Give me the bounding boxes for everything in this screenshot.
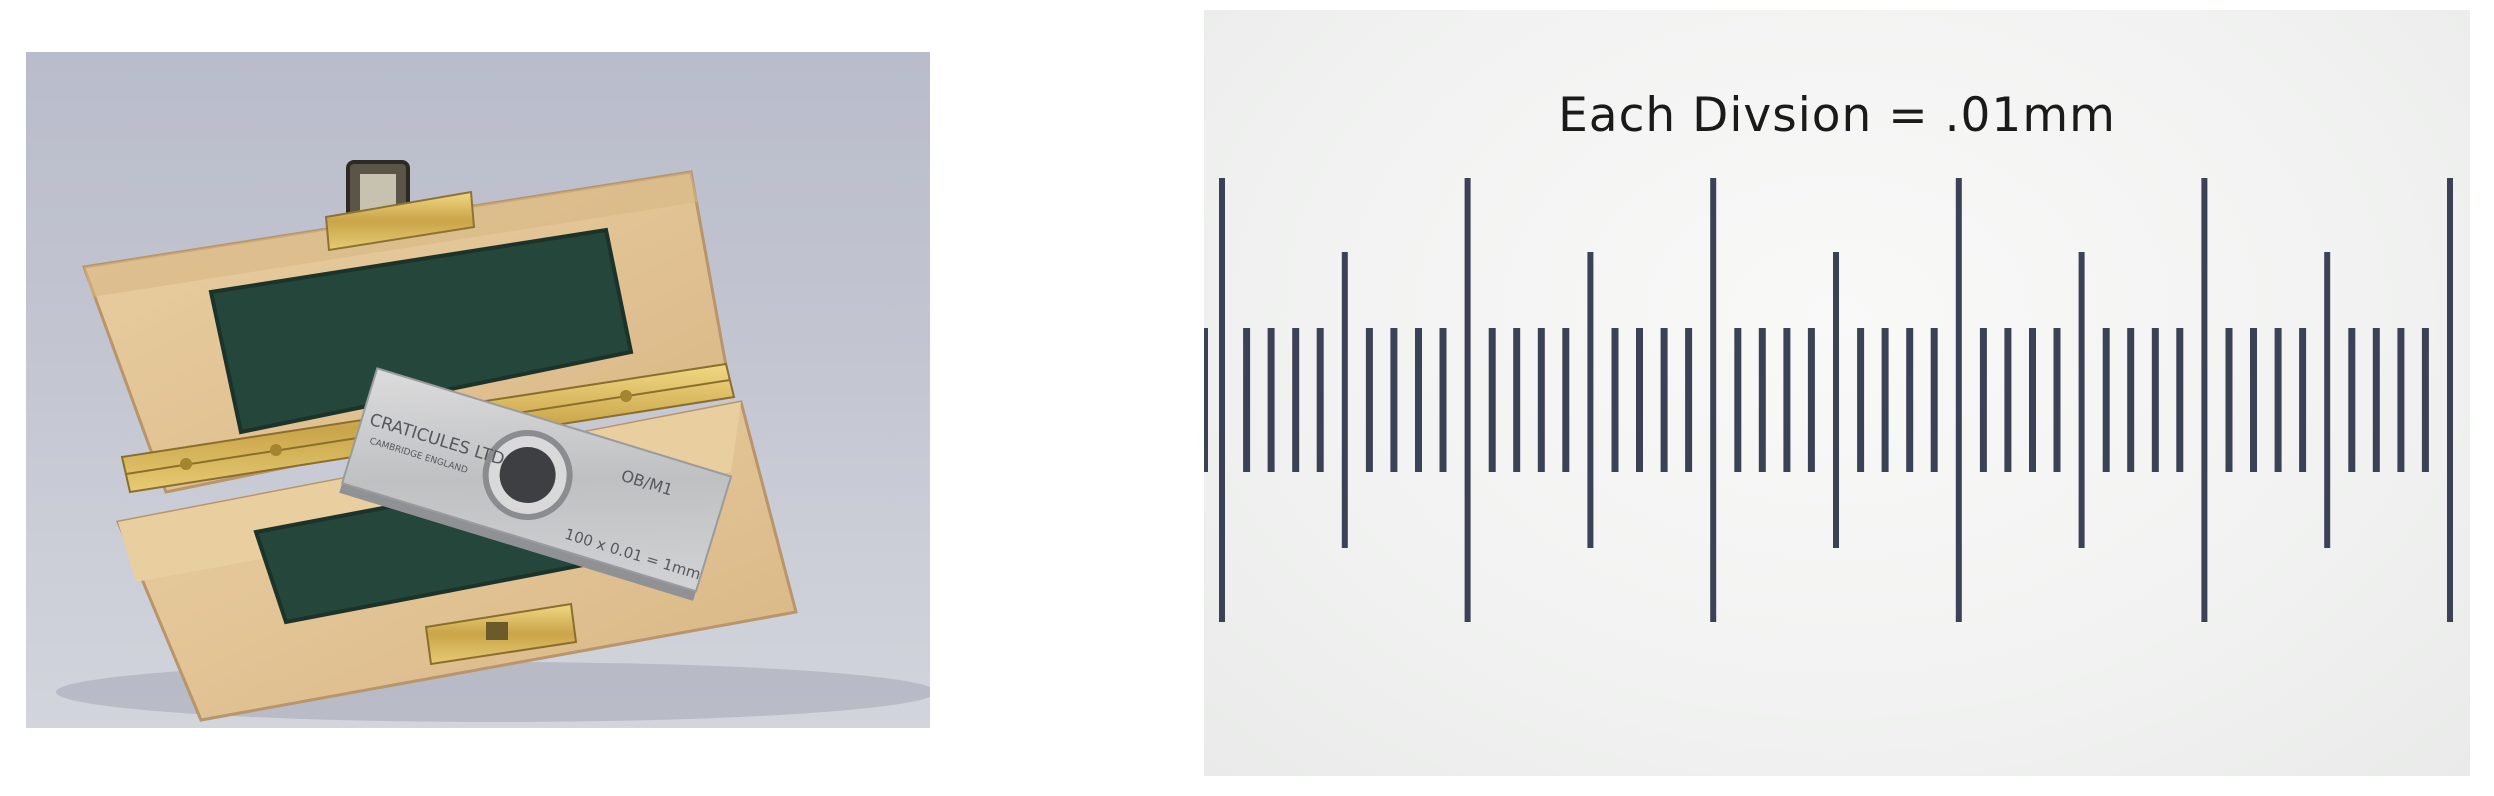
scale-tick xyxy=(1881,328,1889,472)
scale-tick xyxy=(2421,328,2429,472)
scale-tick xyxy=(1439,328,1447,472)
scale-tick xyxy=(2372,328,2380,472)
scale-tick xyxy=(1636,328,1643,472)
scale-tick xyxy=(1758,328,1766,472)
scale-tick xyxy=(2250,328,2257,472)
scale-tick xyxy=(1710,178,1717,622)
scale-tick xyxy=(1464,178,1471,622)
scale-tick xyxy=(2053,328,2061,472)
scale-tick xyxy=(1979,328,1987,472)
scale-tick xyxy=(2274,328,2282,472)
scale-tick xyxy=(2397,328,2405,472)
tick-group xyxy=(1204,178,2453,622)
scale-micrograph: Each Divsion = .01mm xyxy=(1204,10,2470,776)
scale-tick xyxy=(1219,178,1225,622)
scale-tick xyxy=(1660,328,1668,472)
scale-tick xyxy=(1857,328,1865,472)
scale-title: Each Divsion = .01mm xyxy=(1558,88,2116,143)
scale-tick xyxy=(1292,328,1300,472)
scale-tick xyxy=(1415,328,1422,472)
case-illustration: CRATICULES LTD CAMBRIDGE ENGLAND OB/M1 1… xyxy=(56,160,930,722)
scale-tick xyxy=(1267,328,1275,472)
scale-tick xyxy=(2299,328,2307,472)
scale-tick xyxy=(1341,252,1348,548)
scale-tick xyxy=(1611,328,1619,472)
scale-tick xyxy=(2324,252,2331,548)
scale-tick xyxy=(2078,252,2085,548)
scale-tick xyxy=(2225,328,2233,472)
scale-tick xyxy=(1390,328,1398,472)
scale-tick xyxy=(1537,328,1545,472)
front-clasp xyxy=(424,602,578,666)
scale-tick xyxy=(1906,328,1914,472)
scale-tick xyxy=(1365,328,1373,472)
scale-tick xyxy=(1807,328,1815,472)
scale-tick xyxy=(1833,252,1839,548)
lid-latch xyxy=(324,160,476,252)
scale-tick xyxy=(2029,328,2036,472)
scale-tick xyxy=(1488,328,1496,472)
scale-tick xyxy=(1587,252,1594,548)
scale-tick xyxy=(2348,328,2356,472)
micrometer-case-photo: CRATICULES LTD CAMBRIDGE ENGLAND OB/M1 1… xyxy=(26,52,930,728)
scale-tick xyxy=(1243,328,1251,472)
scale-tick xyxy=(2447,178,2453,622)
scale-tick xyxy=(1930,328,1938,472)
scale-tick xyxy=(1955,178,1962,622)
scale-tick xyxy=(1783,328,1791,472)
scale-tick xyxy=(1513,328,1521,472)
scale-tick xyxy=(1734,328,1742,472)
scale-edge xyxy=(1204,328,1208,472)
scale-tick xyxy=(1685,328,1693,472)
scale-tick xyxy=(2127,328,2135,472)
scale-tick xyxy=(2151,328,2159,472)
scale-tick xyxy=(1316,328,1324,472)
scale-tick xyxy=(2201,178,2208,622)
scale-tick xyxy=(2176,328,2184,472)
micrometer-slide: CRATICULES LTD CAMBRIDGE ENGLAND OB/M1 1… xyxy=(339,367,733,601)
scale-tick xyxy=(2004,328,2012,472)
scale-tick xyxy=(1562,328,1570,472)
scale-tick xyxy=(2102,328,2110,472)
scale-ticks xyxy=(1204,178,2453,622)
